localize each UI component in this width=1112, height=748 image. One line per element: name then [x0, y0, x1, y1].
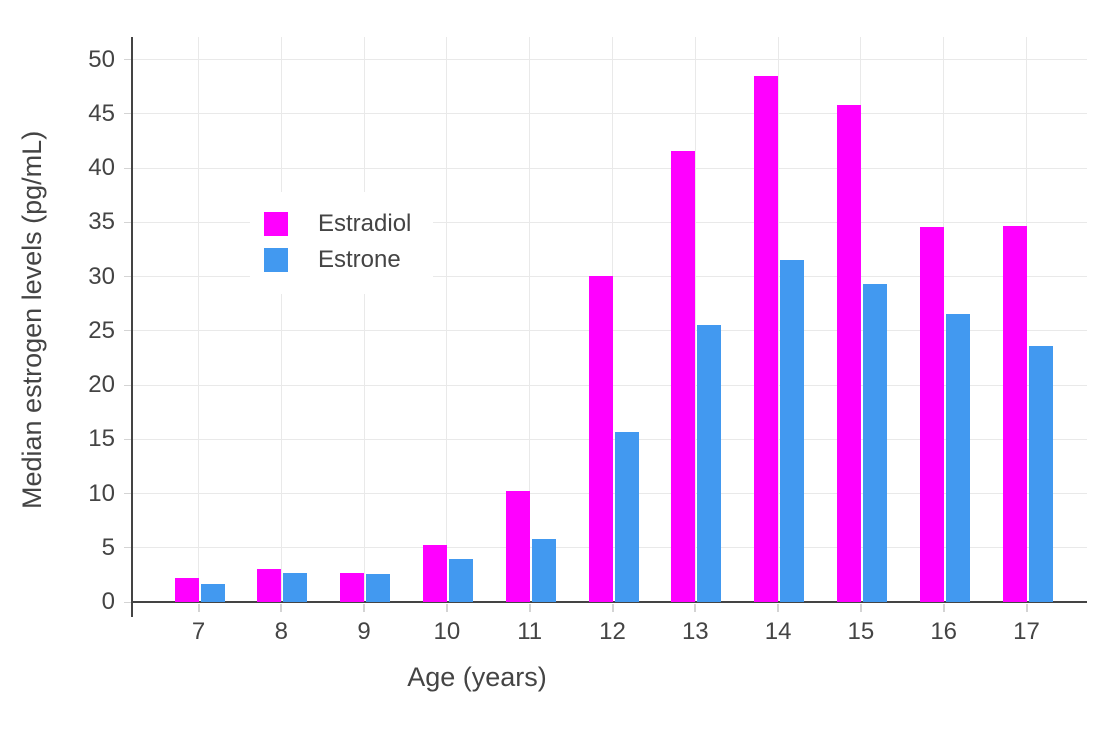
- bar-estradiol-age-14: [754, 76, 779, 602]
- x-tick-label-17: 17: [1013, 618, 1040, 645]
- y-tick-50: [124, 59, 133, 61]
- y-tick-label-30: 30: [88, 262, 115, 290]
- x-tick-label-11: 11: [517, 618, 543, 645]
- gridline-x-13: [694, 37, 696, 602]
- bar-estrone-age-16: [945, 313, 970, 602]
- x-tick-9: [363, 604, 366, 612]
- y-tick-40: [124, 167, 133, 169]
- x-tick-label-10: 10: [433, 618, 461, 645]
- gridline-x-9: [363, 37, 365, 602]
- y-tick-label-10: 10: [88, 479, 115, 507]
- x-tick-label-8: 8: [274, 618, 288, 645]
- gridline-y-35: [133, 221, 1087, 223]
- plot-area[interactable]: 50 45 40 35 30 25 20 15 10 5 0 17 16 15 14 13 12 11 10 9 8 7 …: [88, 37, 1087, 645]
- y-tick-label-5: 5: [101, 533, 115, 561]
- gridline-x-14: [777, 37, 779, 602]
- y-tick-45: [124, 113, 133, 115]
- x-tick-7: [197, 604, 200, 612]
- y-tick-35: [124, 221, 133, 223]
- y-tick-label-40: 40: [88, 154, 115, 182]
- bar-estradiol-age-15: [836, 105, 861, 602]
- x-tick-15: [859, 604, 862, 612]
- gridline-x-12: [612, 37, 613, 602]
- gridline-x-17: [1026, 37, 1027, 602]
- gridline-x-15: [860, 37, 862, 602]
- y-tick-10: [124, 493, 133, 495]
- gridline-y-45: [133, 113, 1087, 115]
- x-tick-label-16: 16: [930, 618, 958, 645]
- bar-estradiol-age-12: [588, 275, 613, 602]
- x-tick-label-13: 13: [681, 618, 709, 645]
- x-tick-14: [777, 604, 780, 612]
- x-tick-11: [528, 604, 531, 612]
- x-tick-13: [694, 604, 697, 612]
- bar-estrone-age-13: [697, 325, 722, 602]
- bar-estradiol-age-9: [340, 572, 365, 602]
- legend-label-estrone: Estrone: [318, 246, 401, 273]
- bar-estradiol-age-8: [257, 569, 282, 602]
- x-tick-16: [942, 604, 945, 612]
- bar-estrone-age-17: [1028, 346, 1053, 602]
- x-tick-17: [1025, 604, 1028, 612]
- bar-estradiol-age-7: [174, 578, 199, 602]
- x-tick-label-14: 14: [764, 618, 792, 645]
- bar-estrone-age-14: [780, 260, 805, 602]
- gridline-x-10: [446, 37, 448, 602]
- bar-estrone-age-12: [614, 431, 639, 602]
- bar-estradiol-age-11: [505, 491, 530, 602]
- y-tick-label-50: 50: [88, 45, 115, 73]
- bar-estrone-age-15: [862, 284, 887, 602]
- bar-estradiol-age-17: [1002, 225, 1027, 602]
- gridline-x-7: [198, 37, 199, 602]
- estrone-swatch-icon: [264, 248, 288, 272]
- bar-estradiol-age-13: [671, 150, 696, 602]
- x-tick-12: [611, 604, 614, 612]
- gridline-x-16: [943, 37, 945, 602]
- gridline-y-50: [133, 59, 1087, 61]
- legend-item-estrone[interactable]: Estrone: [264, 242, 411, 278]
- y-tick-label-0: 0: [101, 588, 115, 615]
- y-tick-20: [124, 384, 133, 386]
- x-axis-line: [131, 601, 1087, 603]
- legend-label-estradiol: Estradiol: [318, 210, 412, 237]
- gridline-x-8: [280, 37, 282, 602]
- y-tick-label-25: 25: [88, 316, 115, 344]
- y-tick-0: [124, 601, 133, 603]
- y-tick-15: [124, 438, 133, 440]
- estradiol-swatch-icon: [264, 212, 288, 236]
- bar-estradiol-age-16: [919, 226, 944, 602]
- bar-estrone-age-11: [531, 539, 556, 602]
- x-tick-label-9: 9: [357, 618, 371, 645]
- bar-estrone-age-8: [283, 572, 308, 602]
- bar-estradiol-age-10: [422, 544, 447, 602]
- y-tick-5: [124, 547, 133, 549]
- legend-item-estradiol[interactable]: Estradiol: [264, 206, 411, 242]
- gridline-x-11: [529, 37, 531, 602]
- y-axis-title: Median estrogen levels (pg/mL): [17, 130, 47, 509]
- x-tick-8: [280, 604, 283, 612]
- gridline-y-40: [133, 167, 1087, 169]
- y-tick-label-35: 35: [88, 208, 115, 236]
- y-axis-line: [131, 37, 133, 617]
- y-tick-label-15: 15: [88, 425, 115, 453]
- x-tick-label-7: 7: [191, 618, 206, 645]
- x-axis-title: Age (years): [407, 662, 547, 692]
- y-tick-30: [124, 276, 133, 278]
- legend: Estradiol Estrone: [250, 192, 434, 294]
- y-tick-label-45: 45: [88, 99, 115, 127]
- bar-estrone-age-10: [448, 558, 473, 602]
- x-tick-10: [445, 604, 448, 612]
- bar-estrone-age-7: [200, 583, 225, 602]
- x-tick-label-15: 15: [847, 618, 875, 645]
- y-tick-25: [124, 330, 133, 332]
- bar-estrone-age-9: [366, 573, 391, 602]
- x-tick-label-12: 12: [599, 618, 626, 645]
- y-tick-label-20: 20: [88, 371, 115, 399]
